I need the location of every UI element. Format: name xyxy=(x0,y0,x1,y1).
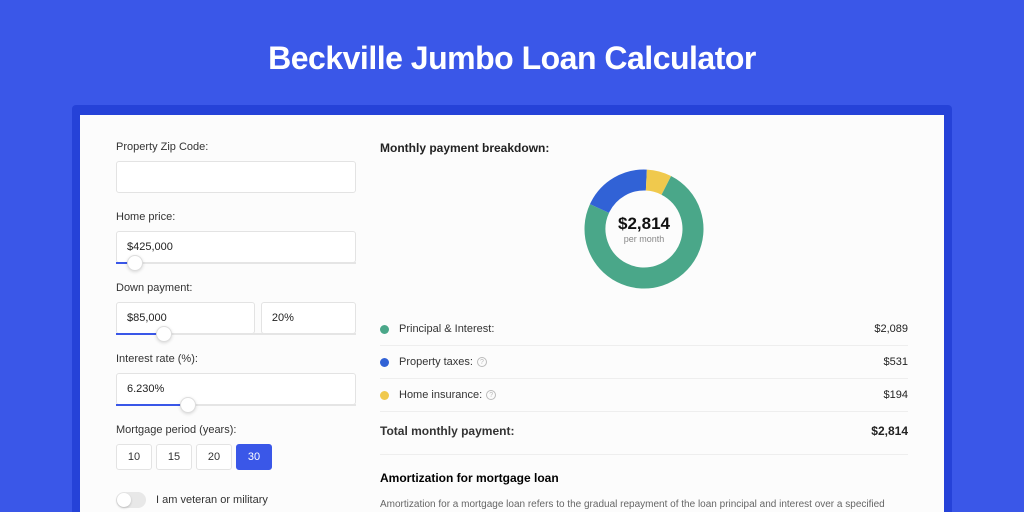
down-payment-slider[interactable] xyxy=(116,333,356,335)
donut-center: $2,814 per month xyxy=(584,169,704,289)
interest-slider-thumb[interactable] xyxy=(180,397,196,413)
legend-dot-icon xyxy=(380,391,389,400)
period-label: Mortgage period (years): xyxy=(116,424,356,436)
period-option-10[interactable]: 10 xyxy=(116,444,152,470)
legend-list: Principal & Interest:$2,089Property taxe… xyxy=(380,313,908,411)
interest-group: Interest rate (%): xyxy=(116,353,356,406)
breakdown-column: Monthly payment breakdown: $2,814 per mo… xyxy=(380,141,908,512)
period-option-30[interactable]: 30 xyxy=(236,444,272,470)
down-payment-input[interactable] xyxy=(116,302,255,334)
legend-dot-icon xyxy=(380,358,389,367)
home-price-slider[interactable] xyxy=(116,262,356,264)
info-icon[interactable]: ? xyxy=(477,357,487,367)
down-payment-slider-thumb[interactable] xyxy=(156,326,172,342)
total-row: Total monthly payment: $2,814 xyxy=(380,411,908,454)
home-price-label: Home price: xyxy=(116,211,356,223)
veteran-toggle-knob xyxy=(117,493,131,507)
legend-value: $2,089 xyxy=(874,323,908,335)
breakdown-title: Monthly payment breakdown: xyxy=(380,141,908,155)
donut-wrap: $2,814 per month xyxy=(380,169,908,289)
info-icon[interactable]: ? xyxy=(486,390,496,400)
legend-label: Property taxes:? xyxy=(399,356,884,368)
period-options: 10152030 xyxy=(116,444,356,470)
legend-row: Principal & Interest:$2,089 xyxy=(380,313,908,346)
donut-sublabel: per month xyxy=(624,234,665,244)
panel-shadow: Property Zip Code: Home price: Down paym… xyxy=(72,105,952,512)
down-payment-pct-input[interactable] xyxy=(261,302,356,334)
home-price-input[interactable] xyxy=(116,231,356,263)
payment-donut-chart: $2,814 per month xyxy=(584,169,704,289)
page-root: Beckville Jumbo Loan Calculator Property… xyxy=(0,0,1024,512)
legend-label: Home insurance:? xyxy=(399,389,884,401)
period-option-15[interactable]: 15 xyxy=(156,444,192,470)
zip-input[interactable] xyxy=(116,161,356,193)
down-payment-group: Down payment: xyxy=(116,282,356,335)
home-price-slider-thumb[interactable] xyxy=(127,255,143,271)
interest-input[interactable] xyxy=(116,373,356,405)
form-column: Property Zip Code: Home price: Down paym… xyxy=(116,141,356,512)
legend-row: Property taxes:?$531 xyxy=(380,346,908,379)
zip-group: Property Zip Code: xyxy=(116,141,356,193)
amortization-title: Amortization for mortgage loan xyxy=(380,454,908,485)
total-value: $2,814 xyxy=(871,424,908,438)
interest-label: Interest rate (%): xyxy=(116,353,356,365)
calculator-panel: Property Zip Code: Home price: Down paym… xyxy=(80,115,944,512)
legend-value: $531 xyxy=(884,356,908,368)
page-title: Beckville Jumbo Loan Calculator xyxy=(268,40,756,77)
legend-dot-icon xyxy=(380,325,389,334)
period-group: Mortgage period (years): 10152030 xyxy=(116,424,356,470)
home-price-group: Home price: xyxy=(116,211,356,264)
veteran-label: I am veteran or military xyxy=(156,494,268,506)
period-option-20[interactable]: 20 xyxy=(196,444,232,470)
interest-slider[interactable] xyxy=(116,404,356,406)
zip-label: Property Zip Code: xyxy=(116,141,356,153)
legend-row: Home insurance:?$194 xyxy=(380,379,908,411)
veteran-row: I am veteran or military xyxy=(116,492,356,508)
veteran-toggle[interactable] xyxy=(116,492,146,508)
amortization-text: Amortization for a mortgage loan refers … xyxy=(380,497,908,512)
total-label: Total monthly payment: xyxy=(380,424,871,438)
legend-label: Principal & Interest: xyxy=(399,323,874,335)
down-payment-label: Down payment: xyxy=(116,282,356,294)
donut-value: $2,814 xyxy=(618,214,670,234)
legend-value: $194 xyxy=(884,389,908,401)
